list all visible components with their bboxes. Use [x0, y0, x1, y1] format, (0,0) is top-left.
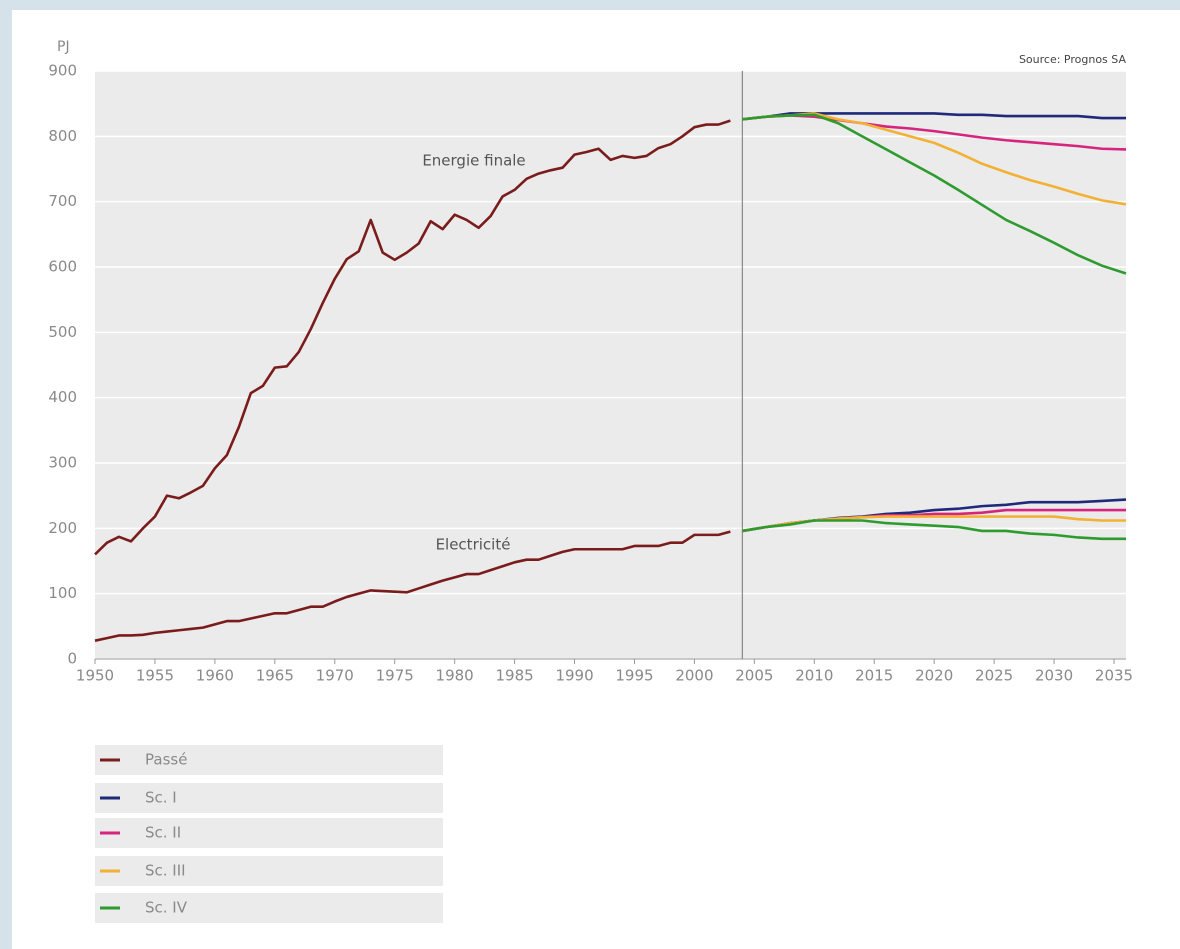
legend-label: Sc. I: [145, 789, 177, 807]
line-final: [94, 119, 731, 556]
y-tick-label: 500: [48, 323, 77, 341]
y-tick-label: 700: [48, 192, 77, 210]
x-tick-label: 1970: [316, 667, 354, 685]
legend-label: Passé: [145, 751, 187, 769]
line-electricity: [742, 519, 1126, 541]
x-tick-label: 2025: [975, 667, 1013, 685]
legend-label: Sc. II: [145, 824, 181, 842]
x-tick-label: 1980: [436, 667, 474, 685]
x-tick-label: 2020: [915, 667, 953, 685]
plot-area: [95, 71, 1126, 659]
legend-box: [95, 818, 443, 848]
line-final: [742, 113, 1127, 275]
legend-label: Sc. IV: [145, 899, 188, 917]
x-tick-label: 1960: [196, 667, 234, 685]
x-tick-label: 1990: [555, 667, 593, 685]
annotation: Electricité: [436, 536, 511, 554]
legend-box: [95, 745, 443, 775]
legend-box: [95, 856, 443, 886]
y-tick-label: 100: [48, 584, 77, 602]
x-tick-label: 1950: [76, 667, 114, 685]
x-tick-label: 1955: [136, 667, 174, 685]
x-tick-label: 2015: [855, 667, 893, 685]
x-tick-label: 1975: [376, 667, 414, 685]
line-final: [742, 114, 1127, 151]
x-tick-label: 2010: [795, 667, 833, 685]
x-tick-label: 2005: [735, 667, 773, 685]
legend-box: [95, 783, 443, 813]
y-tick-label: 300: [48, 454, 77, 472]
line-electricity: [94, 530, 731, 642]
y-unit: PJ: [57, 39, 70, 55]
y-tick-label: 600: [48, 258, 77, 276]
y-tick-label: 200: [48, 519, 77, 537]
x-tick-label: 2000: [675, 667, 713, 685]
legend-box: [95, 893, 443, 923]
x-tick-label: 2030: [1035, 667, 1073, 685]
source: Source: Prognos SA: [1019, 53, 1127, 66]
y-tick-label: 900: [48, 62, 77, 80]
y-tick-label: 800: [48, 127, 77, 145]
legend-label: Sc. III: [145, 862, 186, 880]
y-tick-label: 400: [48, 388, 77, 406]
annotation: Energie finale: [422, 152, 525, 170]
x-tick-label: 1985: [495, 667, 533, 685]
x-tick-label: 1965: [256, 667, 294, 685]
x-tick-label: 1995: [615, 667, 653, 685]
x-tick-label: 2035: [1095, 667, 1133, 685]
y-tick-label: 0: [67, 650, 77, 668]
